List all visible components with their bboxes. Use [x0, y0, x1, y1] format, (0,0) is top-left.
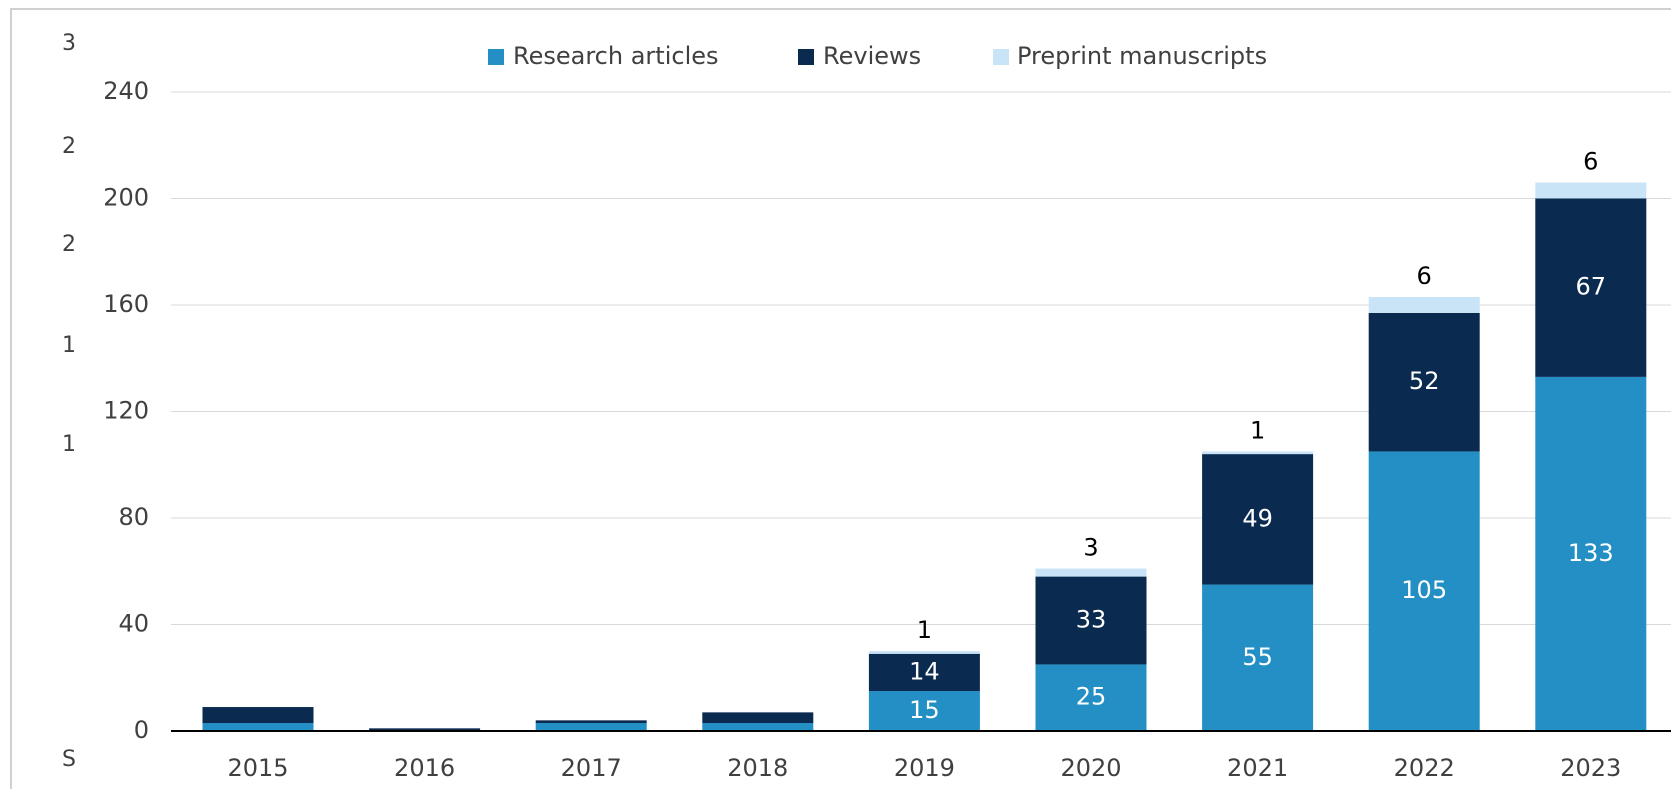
data-label: 25 — [1076, 683, 1107, 711]
data-label: 105 — [1401, 576, 1447, 604]
bar-segment — [1535, 376, 1647, 731]
y-tick-label: 80 — [118, 503, 149, 531]
bar-segment — [868, 651, 980, 654]
bar-segment — [1535, 198, 1647, 377]
bar-segment — [1202, 451, 1314, 455]
legend-swatch — [488, 49, 504, 65]
x-tick-label: 2020 — [1060, 754, 1121, 782]
x-tick-label: 2021 — [1227, 754, 1288, 782]
edge-fragment: 2 — [62, 232, 76, 257]
data-label: 3 — [1083, 534, 1098, 562]
y-tick-label: 240 — [103, 77, 149, 105]
edge-fragment: 1 — [62, 333, 76, 358]
x-tick-label: 2018 — [727, 754, 788, 782]
bar-segment — [1368, 312, 1480, 452]
data-label: 52 — [1409, 367, 1440, 395]
x-tick-label: 2019 — [894, 754, 955, 782]
data-label: 49 — [1242, 504, 1273, 532]
legend-swatch — [798, 49, 814, 65]
data-label: 6 — [1583, 148, 1598, 176]
bar-segment — [369, 728, 481, 731]
legend-label: Reviews — [823, 42, 921, 70]
bar-segment — [202, 707, 314, 724]
data-label: 15 — [909, 696, 940, 724]
x-tick-label: 2017 — [561, 754, 622, 782]
bar-segment — [1368, 451, 1480, 731]
bar-segment — [1202, 584, 1314, 731]
bar-segment — [868, 653, 980, 692]
legend-label: Research articles — [513, 42, 719, 70]
bar-segment — [202, 723, 314, 731]
legend-swatch — [993, 49, 1009, 65]
x-tick-label: 2023 — [1560, 754, 1621, 782]
edge-fragment: 2 — [62, 134, 76, 159]
x-tick-label: 2016 — [394, 754, 455, 782]
data-label: 14 — [909, 657, 940, 685]
bar-segment — [1368, 297, 1480, 313]
bar-segment — [535, 720, 647, 724]
legend-label: Preprint manuscripts — [1017, 42, 1267, 70]
y-tick-label: 0 — [134, 716, 149, 744]
bar-segment — [1035, 576, 1147, 665]
bar-segment — [702, 723, 814, 731]
data-label: 133 — [1568, 539, 1614, 567]
bar-segment — [702, 712, 814, 724]
y-tick-label: 200 — [103, 184, 149, 212]
data-label: 1 — [917, 616, 932, 644]
bar-segment — [1202, 454, 1314, 585]
x-tick-label: 2015 — [227, 754, 288, 782]
y-tick-label: 160 — [103, 290, 149, 318]
y-tick-label: 120 — [103, 397, 149, 425]
edge-fragment: S — [62, 747, 76, 772]
bar-segment — [535, 723, 647, 731]
bar-segment — [1535, 182, 1647, 199]
x-tick-label: 2022 — [1394, 754, 1455, 782]
bar-segment — [1035, 568, 1147, 577]
data-label: 55 — [1242, 643, 1273, 671]
chart-frame — [10, 8, 1671, 789]
edge-fragment: 3 — [62, 31, 76, 56]
bar-segment — [868, 691, 980, 731]
data-label: 6 — [1417, 262, 1432, 290]
data-label: 33 — [1076, 606, 1107, 634]
data-label: 1 — [1250, 416, 1265, 444]
bar-segment — [1035, 664, 1147, 731]
data-label: 67 — [1576, 273, 1607, 301]
y-tick-label: 40 — [118, 610, 149, 638]
edge-fragment: 1 — [62, 432, 76, 457]
